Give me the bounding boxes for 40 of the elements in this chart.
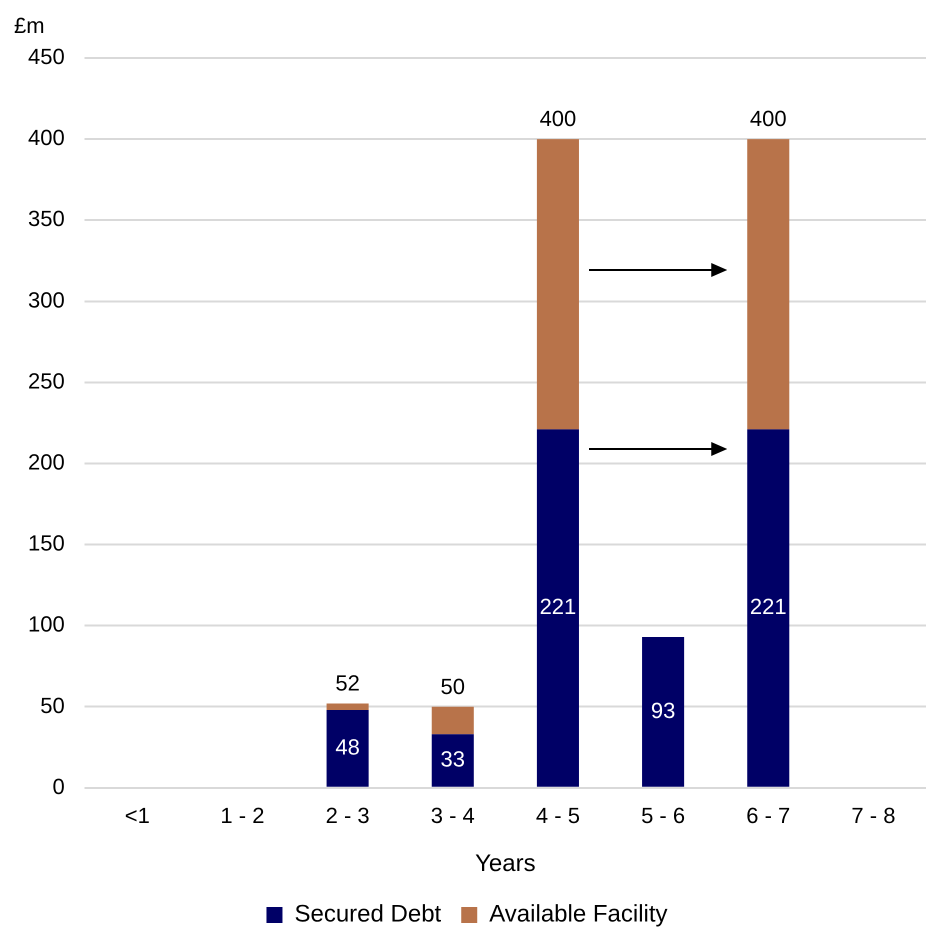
total-label: 52 [335,670,360,696]
bar [326,703,369,710]
y-tick-label: 400 [28,125,65,150]
bar [536,429,579,787]
bar [747,139,790,430]
total-label: 400 [540,106,576,132]
bar [747,429,790,787]
data-label: 221 [540,594,576,620]
y-tick-label: 300 [28,287,65,312]
x-tick-label: 3 - 4 [430,803,475,828]
total-label: 400 [750,106,787,132]
x-tick-label: 2 - 3 [326,803,370,828]
x-tick-label: 4 - 5 [536,803,580,828]
y-axis-title: £m [14,13,45,38]
bar [642,636,684,787]
data-label: 33 [440,746,466,772]
y-tick-label: 250 [28,368,65,394]
y-tick-label: 350 [28,206,65,232]
y-tick-label: 0 [52,774,65,799]
data-label: 48 [335,734,360,760]
bar [432,734,474,787]
bar [432,706,474,734]
bar [536,139,579,430]
y-tick-label: 450 [28,44,65,70]
legend-label: Secured Debt [294,900,442,928]
x-tick-label: <1 [124,803,150,828]
x-tick-label: 6 - 7 [746,803,790,828]
x-tick-label: 5 - 6 [641,803,686,828]
y-tick-label: 150 [28,530,65,556]
y-tick-label: 50 [40,692,65,718]
x-tick-label: 7 - 8 [851,803,896,828]
total-label: 50 [440,674,466,699]
data-label: 221 [750,594,787,620]
y-tick-label: 200 [28,450,65,475]
legend-label: Available Facility [489,900,668,928]
data-label: 93 [650,698,676,723]
x-axis-title: Years [475,850,536,878]
y-tick-label: 100 [28,612,65,637]
x-tick-label: 1 - 2 [220,803,264,828]
bar [326,710,369,787]
